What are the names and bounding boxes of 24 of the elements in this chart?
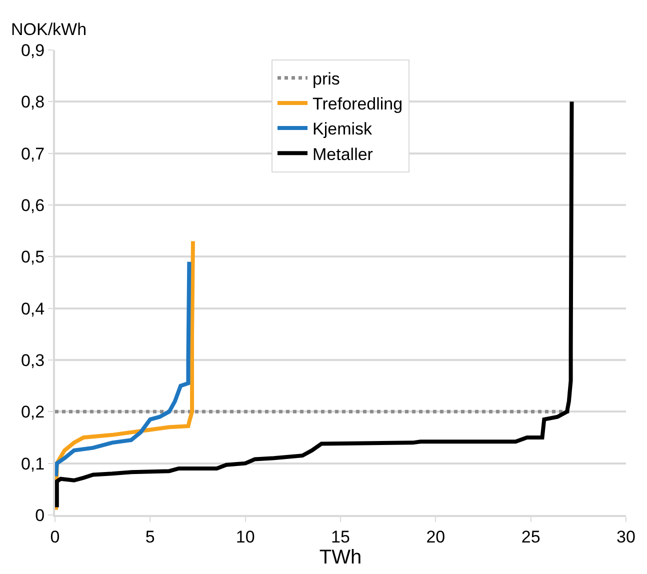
y-tick-label: 0,6 [20,196,45,215]
legend-label: pris [312,69,340,88]
y-tick-label: 0,4 [20,299,45,318]
x-tick-label: 25 [521,527,540,546]
line-series [55,260,192,478]
y-tick-label: 0,8 [20,92,45,112]
x-tick-label: 5 [145,527,155,546]
legend-label: Treforedling [312,94,403,114]
y-tick-label: 0,7 [20,144,45,164]
x-tick-label: 15 [331,527,350,546]
y-tick-label: 0,9 [20,40,45,60]
x-tick-label: 10 [236,527,255,546]
x-tick-label: 0 [50,527,60,546]
y-axis-title: NOK/kWh [11,20,87,39]
y-tick-label: 0,3 [20,350,45,370]
y-tick-label: 0,1 [20,454,45,474]
x-axis-title: TWh [319,546,362,568]
x-tick-label: 20 [426,527,446,546]
legend-label: Kjemisk [312,120,373,139]
legend-label: Metaller [312,144,374,164]
x-tick-label: 30 [616,527,636,546]
y-tick-label: 0,2 [20,402,45,422]
y-tick-label: 0,5 [20,248,45,267]
y-tick-label: 0 [35,506,45,525]
